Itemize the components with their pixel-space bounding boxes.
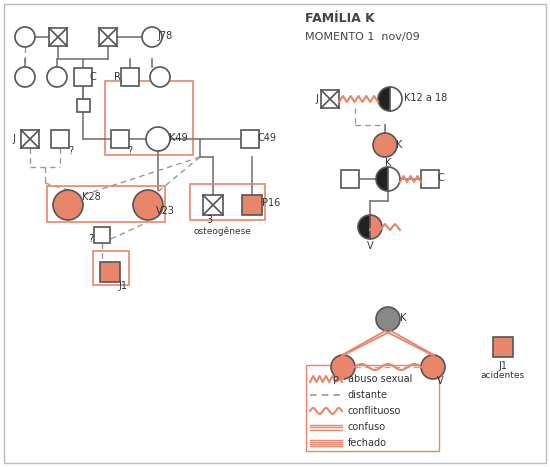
- Text: confuso: confuso: [348, 422, 386, 432]
- Text: V: V: [367, 241, 373, 251]
- Wedge shape: [390, 87, 402, 111]
- Bar: [49, 28, 67, 46]
- Text: fechado: fechado: [348, 438, 387, 448]
- Bar: [306, 365, 439, 451]
- Wedge shape: [370, 215, 382, 239]
- Text: C: C: [90, 72, 97, 82]
- Bar: [47, 186, 165, 222]
- Text: V: V: [437, 376, 443, 386]
- Circle shape: [47, 67, 67, 87]
- Bar: [93, 251, 129, 285]
- Bar: [74, 68, 92, 86]
- Text: K: K: [396, 140, 403, 150]
- Bar: [111, 130, 129, 148]
- Bar: [51, 130, 69, 148]
- Bar: [99, 28, 117, 46]
- Circle shape: [373, 133, 397, 157]
- Text: osteogênese: osteogênese: [194, 226, 252, 236]
- Circle shape: [142, 27, 162, 47]
- Circle shape: [15, 27, 35, 47]
- Text: P: P: [333, 376, 339, 386]
- Text: K28: K28: [82, 192, 101, 202]
- Text: ?: ?: [127, 146, 132, 156]
- Text: ?: ?: [68, 146, 73, 156]
- Bar: [21, 130, 39, 148]
- Text: J: J: [12, 134, 15, 144]
- Text: ?: ?: [88, 234, 93, 244]
- Bar: [493, 337, 513, 357]
- Text: 3: 3: [206, 215, 212, 225]
- Circle shape: [146, 127, 170, 151]
- Bar: [100, 262, 120, 282]
- Circle shape: [331, 355, 355, 379]
- Bar: [190, 184, 265, 220]
- Text: K12 a 18: K12 a 18: [404, 93, 447, 103]
- Text: C49: C49: [258, 133, 277, 143]
- Circle shape: [133, 190, 163, 220]
- Text: K49: K49: [169, 133, 188, 143]
- Bar: [341, 170, 359, 188]
- Wedge shape: [388, 167, 400, 191]
- Bar: [121, 68, 139, 86]
- Bar: [321, 90, 339, 108]
- Wedge shape: [376, 167, 388, 191]
- Text: FAMÍLIA K: FAMÍLIA K: [305, 13, 375, 26]
- Text: R: R: [114, 72, 121, 82]
- Bar: [76, 99, 90, 112]
- Text: P16: P16: [262, 198, 280, 208]
- Text: MOMENTO 1  nov/09: MOMENTO 1 nov/09: [305, 32, 420, 42]
- Text: J1: J1: [498, 361, 508, 371]
- Text: C: C: [438, 173, 445, 183]
- Circle shape: [421, 355, 445, 379]
- Wedge shape: [378, 87, 390, 111]
- Text: V23: V23: [156, 206, 175, 216]
- Circle shape: [53, 190, 83, 220]
- Circle shape: [150, 67, 170, 87]
- Text: J1: J1: [118, 281, 127, 291]
- Bar: [94, 227, 110, 243]
- Bar: [242, 195, 262, 215]
- Text: distante: distante: [348, 390, 388, 400]
- Text: abuso sexual: abuso sexual: [348, 374, 412, 384]
- Text: J: J: [315, 94, 318, 104]
- Text: K: K: [385, 158, 391, 168]
- Circle shape: [15, 67, 35, 87]
- Text: J78: J78: [157, 31, 172, 41]
- Bar: [421, 170, 439, 188]
- Text: K: K: [400, 313, 406, 323]
- Bar: [241, 130, 259, 148]
- Bar: [105, 81, 193, 155]
- Circle shape: [376, 307, 400, 331]
- Wedge shape: [358, 215, 370, 239]
- Text: conflituoso: conflituoso: [348, 406, 401, 416]
- Bar: [203, 195, 223, 215]
- Text: acidentes: acidentes: [481, 371, 525, 380]
